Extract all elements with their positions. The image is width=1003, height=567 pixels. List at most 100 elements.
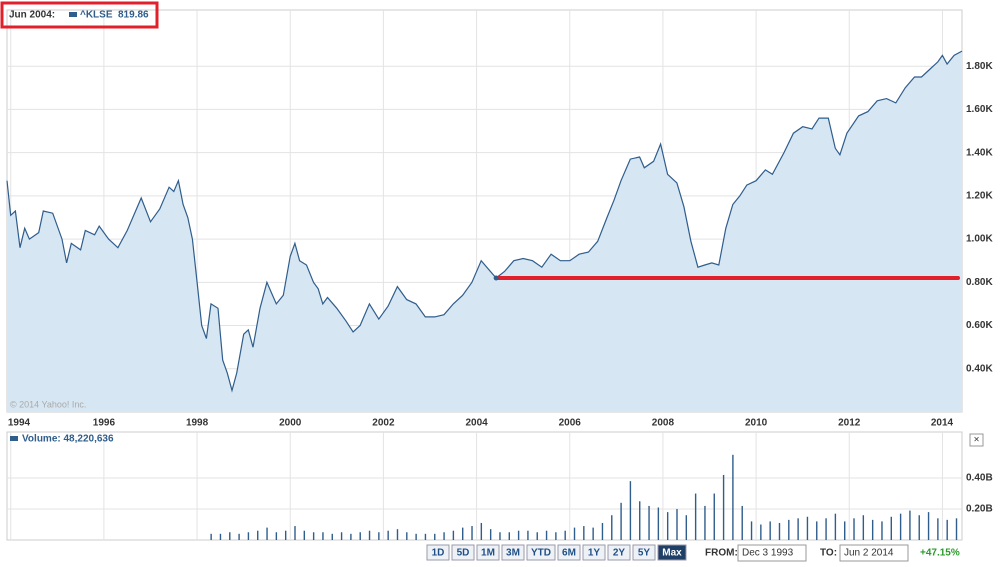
x-tick-label: 1994 (8, 418, 31, 429)
range-button[interactable] (426, 544, 450, 561)
volume-bar (732, 454, 734, 540)
to-input[interactable] (839, 544, 909, 562)
hover-value: 819.86 (118, 10, 149, 21)
volume-bar (284, 530, 287, 540)
volume-bar (499, 532, 501, 540)
volume-bar (583, 526, 585, 540)
range-button-label[interactable]: 5D (457, 548, 470, 559)
hover-date: Jun 2004: (9, 10, 55, 21)
x-tick-label: 2012 (838, 418, 861, 429)
area (7, 51, 962, 412)
x-tick-label: 1996 (93, 418, 116, 429)
volume-bar (443, 532, 445, 540)
volume-bar (303, 530, 306, 540)
from-value[interactable]: Dec 3 1993 (742, 548, 794, 559)
copyright: © 2014 Yahoo! Inc. (10, 399, 86, 409)
volume-bar (378, 532, 380, 540)
legend-swatch (69, 12, 77, 17)
volume-bar (359, 532, 361, 540)
x-tick-label: 2006 (559, 418, 582, 429)
change: +47.15% (920, 548, 960, 559)
range-button[interactable] (501, 544, 525, 561)
range-button[interactable] (582, 544, 606, 561)
volume-bar (899, 513, 902, 540)
x-tick-label: 2000 (279, 418, 302, 429)
x-tick-label: 2004 (465, 418, 488, 429)
volume-bar (545, 530, 548, 540)
volume-bar (434, 533, 436, 540)
volume-bar (825, 518, 827, 540)
volume-bar (713, 493, 715, 540)
volume-bar (816, 521, 818, 540)
highlight-box (0, 1, 159, 29)
range-button[interactable] (657, 544, 687, 561)
volume-bar (508, 532, 510, 540)
y-tick-label: 0.60K (966, 320, 993, 331)
to-value[interactable]: Jun 2 2014 (844, 548, 894, 559)
volume-bar (946, 519, 948, 540)
volume-bar (275, 532, 278, 540)
volume-bar (853, 518, 855, 540)
y-tick-label: 1.60K (966, 104, 993, 115)
volume-bar (676, 509, 678, 540)
range-button[interactable] (557, 544, 581, 561)
hover-dot (493, 275, 499, 281)
volume-bar (247, 532, 250, 540)
range-button-label[interactable]: 2Y (613, 548, 626, 559)
to-label: TO: (820, 548, 837, 559)
volume-swatch (10, 436, 18, 441)
x-tick-label: 2002 (372, 418, 395, 429)
range-button-label[interactable]: 1D (432, 548, 445, 559)
from-input[interactable] (737, 544, 807, 562)
volume-bar (238, 533, 240, 540)
volume-bar (564, 530, 566, 540)
volume-bar (331, 533, 333, 540)
range-button[interactable] (476, 544, 500, 561)
volume-bar (862, 515, 865, 540)
volume-bar (909, 510, 911, 540)
volume-bar (685, 515, 688, 540)
volume-bar (778, 522, 781, 540)
volume-bar (648, 505, 650, 540)
range-button[interactable] (451, 544, 475, 561)
close-button[interactable] (969, 433, 984, 447)
range-button-label[interactable]: 5Y (638, 548, 651, 559)
range-button-label[interactable]: YTD (531, 548, 551, 559)
close-icon[interactable]: × (974, 435, 980, 446)
volume-bar (368, 530, 371, 540)
volume-tick-label: 0.20B (966, 504, 993, 515)
range-button-label[interactable]: 1M (481, 548, 495, 559)
volume-bar (937, 518, 939, 540)
volume-bar (704, 505, 706, 540)
range-button-label[interactable]: 3M (506, 548, 520, 559)
volume-bar (797, 518, 799, 540)
volume-bar (555, 532, 557, 540)
volume-bar (806, 516, 809, 540)
range-button-label[interactable]: Max (662, 548, 682, 559)
volume-bar (834, 513, 837, 540)
volume-bar (424, 533, 427, 540)
volume-bar (657, 507, 660, 540)
volume-frame (6, 431, 963, 541)
x-tick-label: 2014 (931, 418, 954, 429)
volume-bar (666, 512, 669, 540)
volume-bar (592, 527, 594, 540)
range-button[interactable] (607, 544, 631, 561)
range-buttons: 1D 5D 1M 3M YTD 6M 1Y 2Y 5Y Max (426, 544, 687, 561)
range-button-label[interactable]: 1Y (588, 548, 601, 559)
volume-bar (620, 502, 622, 540)
volume-bar (322, 532, 324, 540)
volume-bar (769, 521, 771, 540)
volume-bar (462, 527, 464, 540)
range-button[interactable] (526, 544, 556, 561)
volume-bar (471, 526, 473, 540)
range-button[interactable] (632, 544, 656, 561)
volume-bar (489, 529, 492, 540)
range-button-label[interactable]: 6M (562, 548, 576, 559)
volume-bar (918, 515, 920, 540)
volume-bar (480, 522, 483, 540)
volume-bar (741, 505, 743, 540)
volume-bar (639, 501, 641, 540)
x-tick-label: 1998 (186, 418, 209, 429)
legend-name: ^KLSE (80, 10, 113, 21)
